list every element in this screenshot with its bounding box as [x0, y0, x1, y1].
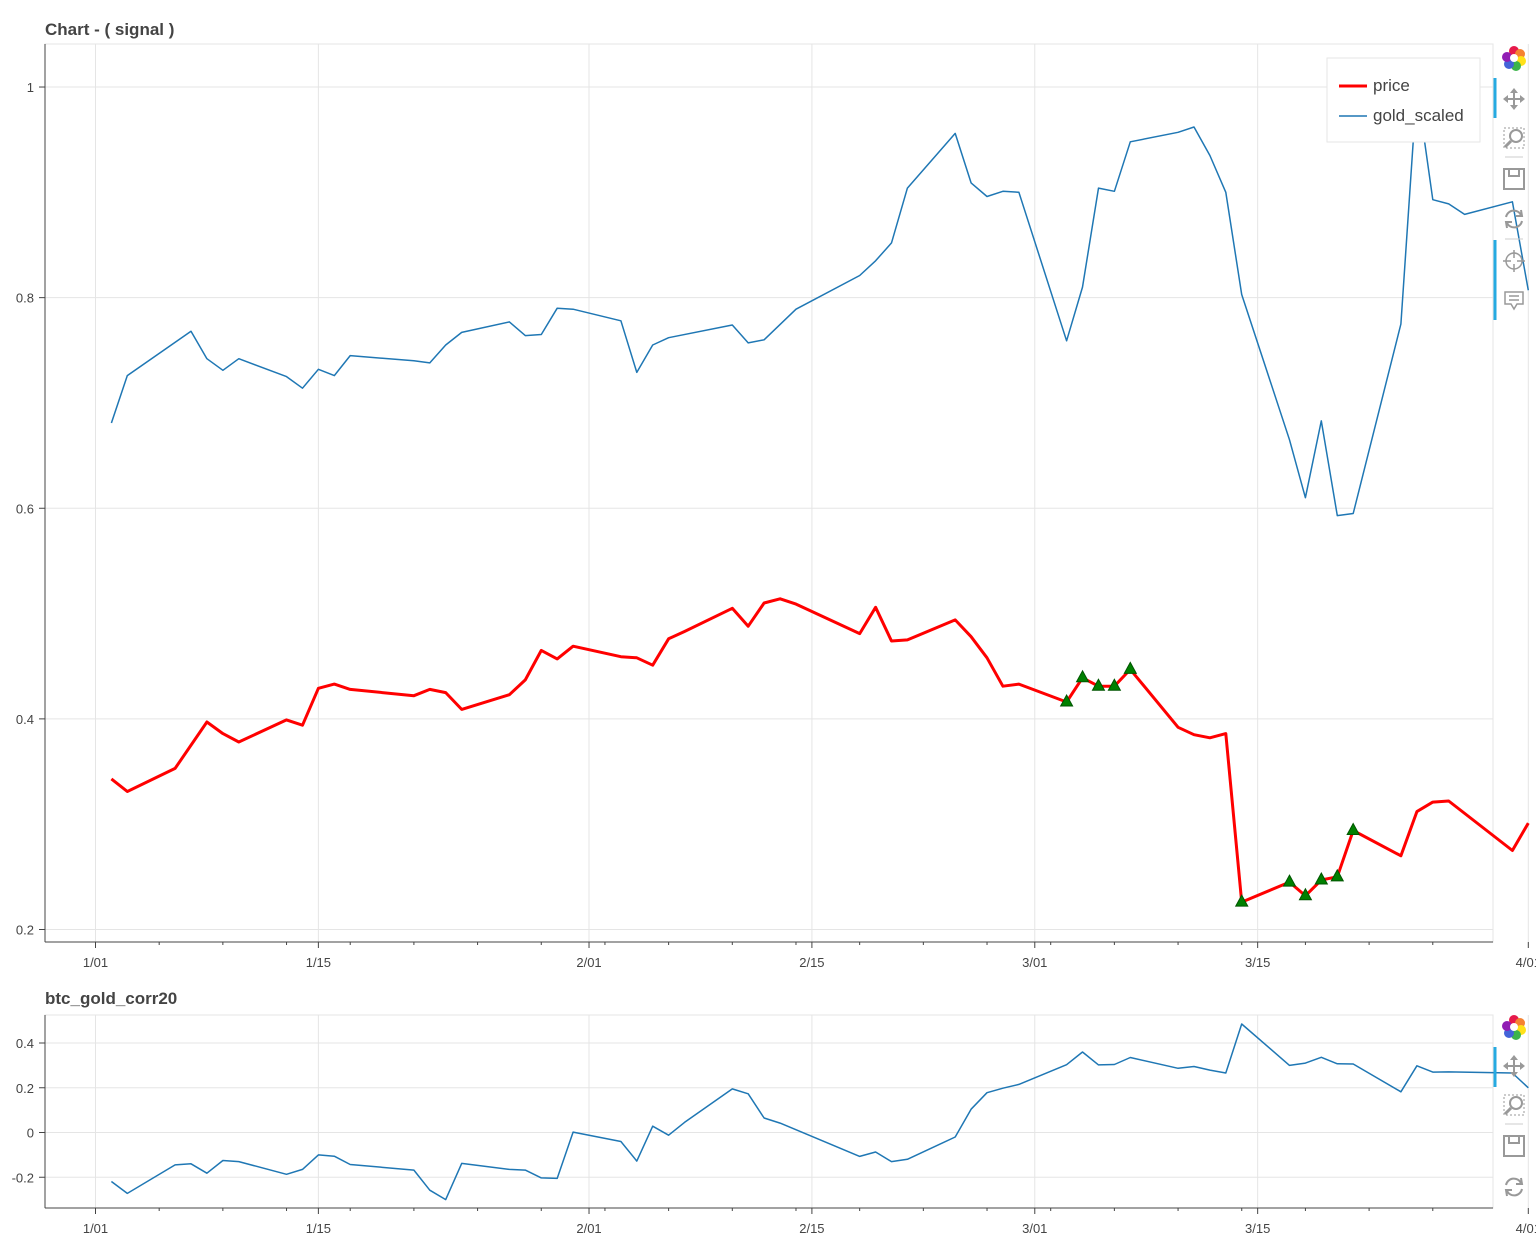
hover-icon[interactable] — [1504, 291, 1524, 311]
box-zoom-icon[interactable] — [1503, 1094, 1525, 1116]
y-tick-label: 0.4 — [16, 1036, 34, 1051]
main-x-ticks: 1/01 1/15 2/01 2/15 3/01 3/15 4/01 — [83, 942, 1536, 970]
plot-frame — [44, 1014, 1494, 1209]
main-toolbar — [1493, 46, 1526, 320]
signal-marker — [1059, 693, 1074, 707]
main-y-ticks: 0.2 0.4 0.6 0.8 1 — [16, 80, 45, 938]
signal-marker — [1091, 678, 1106, 691]
x-tick-label: 1/15 — [306, 955, 331, 970]
signal-marker — [1075, 669, 1090, 683]
y-tick-label: 0.8 — [16, 291, 34, 306]
series-line — [110, 1023, 1529, 1201]
signal-marker — [1123, 661, 1138, 674]
main-chart-title: Chart - ( signal ) — [45, 20, 174, 39]
legend-label-price: price — [1373, 76, 1410, 95]
x-tick-label: 3/01 — [1022, 1221, 1047, 1236]
gold-scaled-line — [110, 86, 1530, 517]
corr-x-ticks: 1/01 1/15 2/01 2/15 3/01 3/15 4/01 — [83, 1208, 1536, 1236]
x-tick-label: 4/01 — [1516, 1221, 1536, 1236]
corr-toolbar — [1493, 1015, 1526, 1197]
x-tick-label: 2/15 — [799, 1221, 824, 1236]
save-icon[interactable] — [1503, 168, 1525, 190]
y-tick-label: -0.2 — [12, 1170, 34, 1185]
corr-series — [110, 1023, 1529, 1201]
main-series — [110, 86, 1530, 904]
x-tick-label: 1/15 — [306, 1221, 331, 1236]
crosshair-icon[interactable] — [1503, 250, 1525, 272]
signal-markers — [1059, 661, 1361, 907]
reset-icon[interactable] — [1504, 209, 1524, 229]
save-icon[interactable] — [1503, 1135, 1525, 1157]
signal-marker — [1107, 678, 1122, 691]
plot-frame — [44, 43, 1494, 943]
box-zoom-icon[interactable] — [1503, 127, 1525, 149]
corr-chart[interactable]: btc_gold_corr20 -0.2 0 0.2 0.4 1/01 1/15 2/01… — [12, 989, 1536, 1236]
main-axes — [44, 43, 1494, 943]
legend-box — [1326, 57, 1481, 143]
y-tick-label: 0 — [27, 1126, 34, 1141]
corr-y-ticks: -0.2 0 0.2 0.4 — [12, 1036, 45, 1185]
price-line — [110, 597, 1530, 904]
signal-marker — [1314, 871, 1329, 885]
x-tick-label: 2/01 — [576, 955, 601, 970]
x-tick-label: 3/15 — [1245, 955, 1270, 970]
signal-marker — [1330, 868, 1345, 882]
y-tick-label: 0.6 — [16, 501, 34, 516]
y-tick-label: 1 — [27, 80, 34, 95]
x-tick-label: 3/01 — [1022, 955, 1047, 970]
pan-icon[interactable] — [1503, 1055, 1525, 1077]
main-grid — [45, 44, 1529, 942]
y-tick-label: 0.2 — [16, 1081, 34, 1096]
legend: price gold_scaled — [1326, 57, 1481, 143]
signal-marker — [1234, 894, 1249, 907]
x-tick-label: 4/01 — [1516, 955, 1536, 970]
corr-axes — [44, 1014, 1494, 1209]
signal-marker — [1298, 887, 1313, 901]
x-tick-label: 1/01 — [83, 1221, 108, 1236]
x-tick-label: 2/15 — [799, 955, 824, 970]
x-tick-label: 2/01 — [576, 1221, 601, 1236]
main-chart[interactable]: Chart - ( signal ) 0.2 0.4 0.6 0.8 1 1/01 1/1… — [16, 20, 1536, 970]
x-tick-label: 3/15 — [1245, 1221, 1270, 1236]
bokeh-logo-icon[interactable] — [1502, 1015, 1526, 1040]
bokeh-logo-icon[interactable] — [1502, 46, 1526, 71]
corr-chart-title: btc_gold_corr20 — [45, 989, 177, 1008]
y-tick-label: 0.4 — [16, 712, 34, 727]
y-tick-label: 0.2 — [16, 923, 34, 938]
reset-icon[interactable] — [1504, 1177, 1524, 1197]
pan-icon[interactable] — [1503, 88, 1525, 110]
signal-marker — [1346, 822, 1361, 836]
corr-grid — [45, 1015, 1529, 1208]
x-tick-label: 1/01 — [83, 955, 108, 970]
signal-marker — [1282, 874, 1297, 887]
legend-label-gold-scaled: gold_scaled — [1373, 106, 1464, 125]
